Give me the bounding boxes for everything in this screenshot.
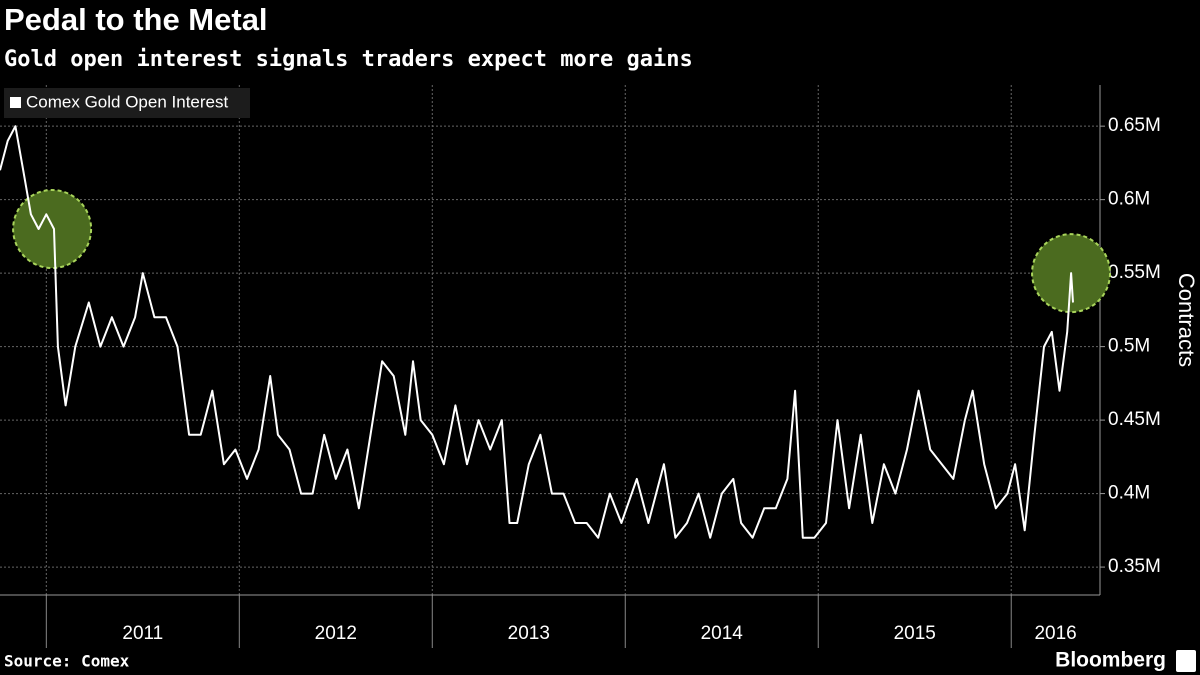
highlight-circle xyxy=(12,189,93,270)
y-tick-label: 0.35M xyxy=(1108,556,1161,577)
legend-box xyxy=(4,88,250,118)
legend-label: Comex Gold Open Interest xyxy=(26,92,228,111)
series-line xyxy=(0,125,1074,539)
x-tick-label: 2016 xyxy=(1034,623,1076,644)
brand-icon xyxy=(1176,650,1196,672)
brand: Bloomberg xyxy=(1055,649,1166,672)
y-tick-label: 0.6M xyxy=(1108,189,1150,210)
x-tick-label: 2012 xyxy=(315,623,357,644)
x-tick-label: 2011 xyxy=(122,623,163,644)
y-tick-label: 0.55M xyxy=(1108,262,1161,283)
chart-title: Pedal to the Metal xyxy=(4,2,268,37)
source: Source: Comex xyxy=(4,652,130,671)
y-tick-label: 0.4M xyxy=(1108,483,1150,504)
y-axis-label: Contracts xyxy=(1174,273,1199,367)
x-tick-label: 2014 xyxy=(701,623,744,644)
legend-swatch xyxy=(10,97,21,108)
y-tick-label: 0.45M xyxy=(1108,409,1161,430)
x-tick-label: 2015 xyxy=(894,623,936,644)
y-tick-label: 0.5M xyxy=(1108,336,1150,357)
x-tick-label: 2013 xyxy=(508,623,550,644)
y-tick-label: 0.65M xyxy=(1108,115,1161,136)
chart-subtitle: Gold open interest signals traders expec… xyxy=(4,47,693,72)
